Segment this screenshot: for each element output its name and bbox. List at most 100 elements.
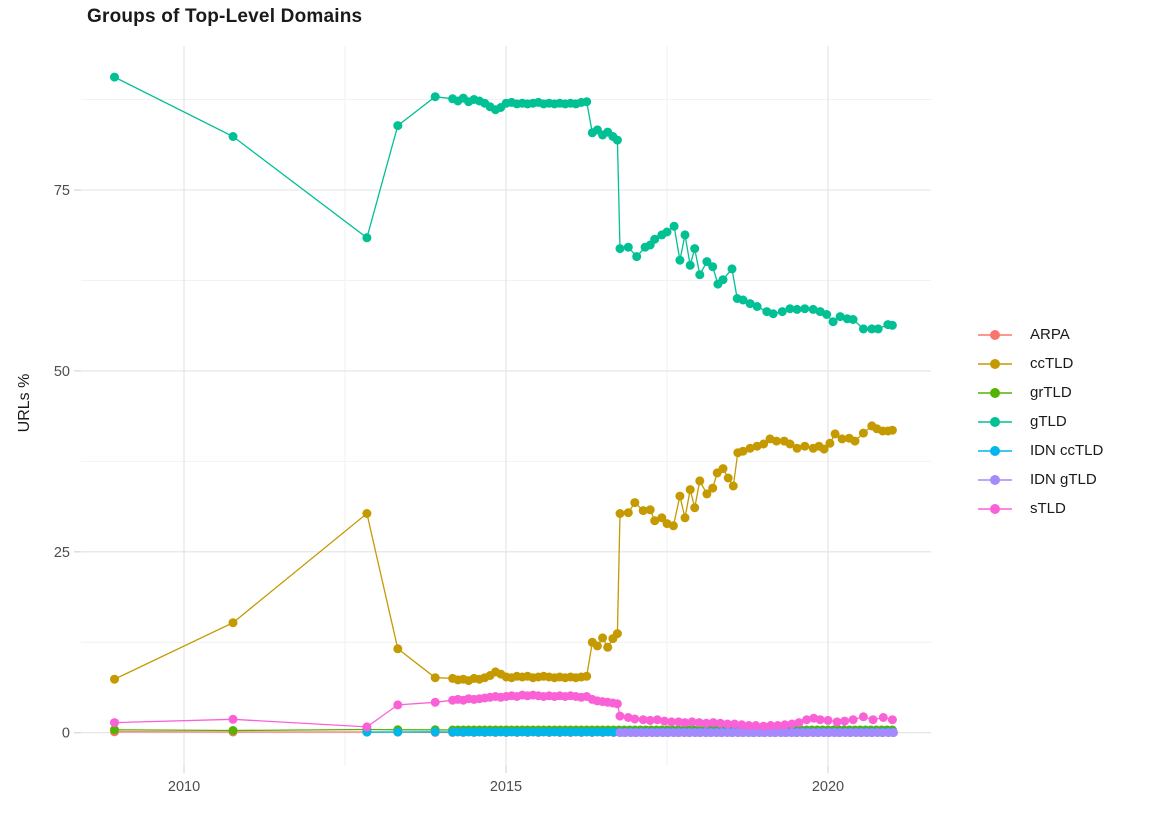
series-point-gTLD [858,324,868,334]
legend-label: gTLD [1030,413,1067,430]
series-point-ccTLD [858,428,868,438]
series-point-gTLD [675,255,685,265]
series-point-ccTLD [772,436,781,446]
series-point-gTLD [632,252,642,262]
series-point-ccTLD [745,443,755,453]
series-point-sTLD [766,721,776,730]
series-point-gTLD [887,320,897,330]
y-tick-label: 25 [54,545,70,561]
series-point-sTLD [645,715,655,725]
series-point-sTLD [701,718,711,728]
series-point-ccTLD [718,464,728,474]
series-point-gTLD [808,304,818,314]
series-point-gTLD [777,307,787,317]
series-point-ccTLD [630,498,640,508]
series-point-sTLD [228,714,238,724]
x-tick-label: 2020 [812,779,844,795]
series-point-ccTLD [668,521,678,531]
series-point-ccTLD [825,438,835,448]
legend-label: grTLD [1030,384,1072,401]
series-point-ccTLD [362,509,372,518]
series-point-gTLD [792,304,802,314]
y-tick-label: 0 [62,726,70,742]
series-point-gTLD [695,270,705,280]
series-point-sTLD [773,721,783,730]
series-point-ccTLD [638,506,648,516]
series-point-sTLD [858,712,868,722]
x-tick-label: 2015 [490,779,522,795]
legend-label: IDN gTLD [1030,471,1097,488]
series-point-ccTLD [393,644,403,654]
series-point-IDN-ccTLD [393,727,403,737]
series-point-ccTLD [685,485,695,495]
legend-item-cctld: ccTLD [977,349,1103,378]
series-point-sTLD [815,715,825,725]
series-point-sTLD [638,715,648,725]
series-point-gTLD [228,132,238,141]
series-point-gTLD [685,260,695,270]
series-point-sTLD [615,711,625,721]
y-tick-label: 50 [54,364,70,380]
series-point-gTLD [362,233,372,243]
legend-key-icon [978,474,1012,485]
series-point-sTLD [362,722,372,732]
series-point-sTLD [744,721,754,730]
series-point-ccTLD [592,641,602,651]
series-point-gTLD [582,97,592,107]
series-point-ccTLD [792,443,802,453]
series-point-gTLD [662,227,672,237]
legend-item-arpa: ARPA [977,320,1103,349]
series-point-ccTLD [819,444,829,454]
series-point-ccTLD [728,481,738,491]
series-point-sTLD [667,717,676,727]
series-point-ccTLD [759,439,769,449]
legend-item-stld: sTLD [977,494,1103,523]
series-line-gTLD [114,76,893,330]
series-point-ccTLD [690,503,700,513]
series-point-sTLD [759,721,769,731]
series-point-sTLD [823,715,833,725]
series-point-gTLD [848,315,858,324]
legend-label: ccTLD [1030,355,1074,372]
series-point-gTLD [430,92,440,102]
legend-key-icon [978,445,1012,456]
series-point-sTLD [878,713,888,722]
series-point-gTLD [615,244,625,254]
x-tick-label: 2010 [168,779,200,795]
series-point-ccTLD [887,425,897,435]
series-point-ccTLD [708,483,718,493]
series-point-gTLD [822,310,832,319]
series-point-ccTLD [830,429,840,439]
series-point-gTLD [669,221,679,231]
legend-item-grtld: grTLD [977,378,1103,407]
series-point-ccTLD [680,513,690,523]
series-point-gTLD [718,275,728,285]
legend-label: sTLD [1030,500,1066,517]
series-point-ccTLD [785,439,795,449]
legend-key-icon [978,387,1012,398]
series-point-sTLD [659,716,669,726]
series-point-sTLD [612,699,622,709]
legend-label: IDN ccTLD [1030,442,1104,459]
legend-item-idn-gtld: IDN gTLD [977,465,1103,494]
series-point-gTLD [800,304,810,314]
legend-key-icon [978,329,1012,340]
series-point-ccTLD [738,446,748,456]
series-point-sTLD [794,718,804,728]
series-point-grTLD [228,726,238,735]
series-point-sTLD [887,715,897,725]
series-point-ccTLD [723,473,733,483]
series-point-ccTLD [603,642,613,652]
series-point-gTLD [738,295,748,305]
legend-item-gtld: gTLD [977,407,1103,436]
series-point-ccTLD [598,633,608,643]
series-point-ccTLD [837,434,847,444]
series-point-sTLD [787,719,797,729]
series-point-gTLD [828,317,838,327]
series-point-gTLD [690,244,700,254]
series-point-gTLD [393,121,403,131]
series-point-gTLD [873,324,883,334]
series-point-sTLD [840,716,850,726]
